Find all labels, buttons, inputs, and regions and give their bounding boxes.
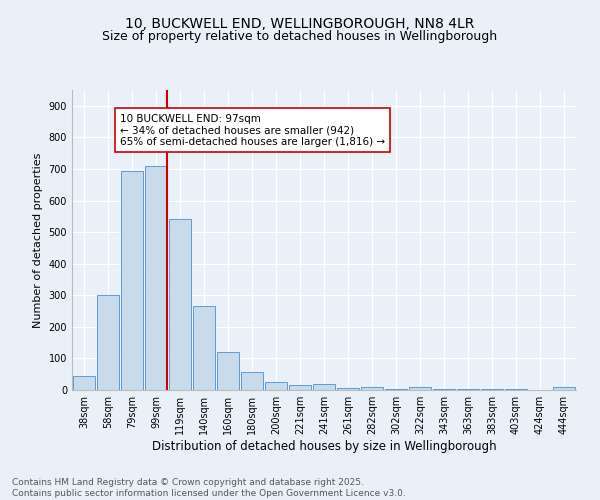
- Bar: [385, 388, 407, 390]
- Y-axis label: Number of detached properties: Number of detached properties: [33, 152, 43, 328]
- Bar: [265, 382, 287, 390]
- Bar: [409, 387, 431, 390]
- Text: 10 BUCKWELL END: 97sqm
← 34% of detached houses are smaller (942)
65% of semi-de: 10 BUCKWELL END: 97sqm ← 34% of detached…: [120, 114, 385, 147]
- Text: Size of property relative to detached houses in Wellingborough: Size of property relative to detached ho…: [103, 30, 497, 43]
- Bar: [457, 389, 479, 390]
- X-axis label: Distribution of detached houses by size in Wellingborough: Distribution of detached houses by size …: [152, 440, 496, 453]
- Text: Contains HM Land Registry data © Crown copyright and database right 2025.
Contai: Contains HM Land Registry data © Crown c…: [12, 478, 406, 498]
- Bar: [289, 386, 311, 390]
- Bar: [145, 166, 167, 390]
- Bar: [361, 387, 383, 390]
- Bar: [73, 376, 95, 390]
- Bar: [241, 372, 263, 390]
- Bar: [97, 296, 119, 390]
- Bar: [121, 170, 143, 390]
- Bar: [433, 389, 455, 390]
- Bar: [313, 384, 335, 390]
- Text: 10, BUCKWELL END, WELLINGBOROUGH, NN8 4LR: 10, BUCKWELL END, WELLINGBOROUGH, NN8 4L…: [125, 18, 475, 32]
- Bar: [337, 388, 359, 390]
- Bar: [193, 306, 215, 390]
- Bar: [481, 389, 503, 390]
- Bar: [169, 220, 191, 390]
- Bar: [553, 388, 575, 390]
- Bar: [217, 352, 239, 390]
